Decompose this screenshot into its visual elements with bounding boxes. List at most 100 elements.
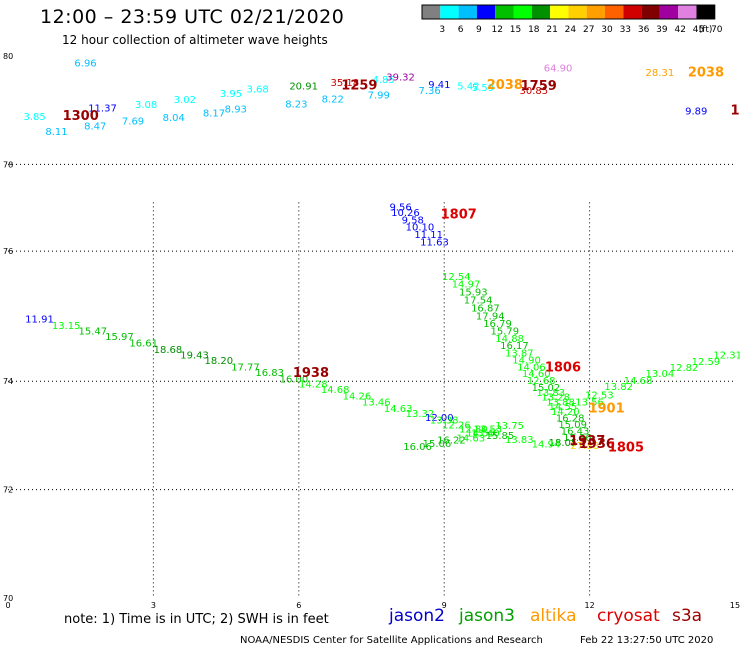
wave-height-point: 64.90: [544, 64, 573, 75]
wave-height-point: 6.96: [74, 58, 96, 69]
colorbar-tick-label: 18: [528, 25, 540, 35]
wave-height-point: 11.37: [88, 103, 117, 114]
wave-height-point: 13.38: [430, 415, 459, 426]
wave-height-point: 14.63: [457, 433, 486, 444]
wave-height-point: 15.02: [532, 383, 561, 394]
pass-time-label: 1901: [588, 402, 624, 417]
legend-jason3: jason3: [459, 606, 515, 626]
wave-height-point: 14.63: [384, 404, 413, 415]
wave-height-point: 14.28: [299, 380, 328, 391]
pass-time-label: 1: [730, 104, 739, 119]
wave-height-point: 8.04: [163, 113, 185, 124]
wave-height-point: 27.88: [570, 441, 599, 452]
wave-height-point: 28.31: [646, 68, 675, 79]
pass-time-label: 1806: [545, 360, 581, 375]
wave-height-point: 16.61: [129, 339, 158, 350]
wave-height-point: 7.99: [368, 90, 390, 101]
wave-height-point: 15.09: [558, 420, 587, 431]
legend-s3a: s3a: [672, 606, 702, 626]
colorbar-swatch: [623, 5, 642, 19]
colorbar-swatch: [422, 5, 441, 19]
wave-height-point: 16.22: [437, 436, 466, 447]
colorbar-swatch: [440, 5, 459, 19]
wave-height-point: 3.08: [135, 100, 157, 111]
wave-height-point: 15.79: [490, 327, 519, 338]
colorbar-swatch: [531, 5, 551, 19]
wave-height-point: 8.47: [84, 122, 106, 133]
colorbar-tick-label: 45: [693, 25, 704, 35]
pass-time-label: 1807: [441, 208, 477, 223]
colorbar-tick-label: 70: [711, 25, 723, 35]
x-tick-label: 9: [442, 601, 447, 610]
wave-height-point: 14.26: [343, 392, 372, 403]
pass-time-label: 1937: [569, 434, 605, 449]
wave-height-point: 13.82: [604, 382, 633, 393]
x-tick-label: 12: [585, 601, 595, 610]
colorbar-tick-label: 3: [439, 25, 445, 35]
wave-height-point: 15.97: [105, 332, 134, 343]
footer-note: note: 1) Time is in UTC; 2) SWH is in fe…: [64, 612, 329, 627]
wave-height-point: 14.94: [532, 439, 561, 450]
colorbar-unit-label: (ft): [699, 25, 713, 35]
wave-height-point: 14.90: [512, 355, 541, 366]
legend-cryosat-label: cryosat: [597, 606, 660, 626]
wave-height-point: 35.18: [331, 78, 360, 89]
colorbar-swatch: [659, 5, 679, 19]
wave-height-point: 3.68: [246, 84, 268, 95]
x-tick-label: 6: [296, 601, 301, 610]
wave-height-point: 7.69: [122, 116, 144, 127]
wave-height-point: 12.26: [442, 420, 471, 431]
wave-height-point: 11.63: [420, 238, 449, 249]
wave-height-point: 7.36: [419, 86, 441, 97]
wave-height-point: 13.46: [362, 398, 391, 409]
legend-s3a-label: s3a: [672, 606, 703, 626]
colorbar-swatch: [605, 5, 624, 19]
colorbar-frame: [421, 4, 716, 20]
colorbar-swatch: [513, 5, 532, 19]
pass-time-label: 1300: [63, 109, 99, 124]
wave-height-point: 18.68: [154, 345, 183, 356]
wave-height-point: 13.53: [473, 425, 502, 436]
wave-height-point: 8.23: [285, 99, 307, 110]
wave-height-point: 9.41: [428, 80, 450, 91]
colorbar-tick-label: 33: [620, 25, 631, 35]
pass-time-label: 1805: [608, 441, 644, 456]
wave-height-point: 30.85: [520, 86, 549, 97]
wave-height-point: 15.06: [423, 439, 452, 450]
wave-height-point: 14.55: [466, 428, 495, 439]
y-tick-label: 74: [3, 377, 13, 386]
wave-height-point: 16.06: [403, 442, 432, 453]
wave-height-chart: 80 78 76 74 72 700 3 6 9 12 15 6.96 3.85 11.37 8.11 8.4…: [3, 52, 740, 610]
pass-time-label: 2038: [688, 66, 724, 81]
pass-time-label: 1936: [579, 437, 615, 452]
wave-height-point: 14.55: [549, 402, 578, 413]
colorbar-tick-label: 6: [458, 25, 464, 35]
wave-height-point: 14.06: [517, 362, 546, 373]
colorbar-tick-label: 15: [510, 25, 521, 35]
legend-jason3-label: jason3: [459, 606, 515, 626]
wave-height-point: 15.47: [78, 327, 107, 338]
wave-height-point: 8.22: [322, 95, 344, 106]
color-scale-legend: 3 6 9 12 15 18 21 24 27 30 33 36 39 42 45 70(ft): [421, 4, 723, 35]
wave-height-point: 16.28: [556, 413, 585, 424]
x-tick-label: 3: [151, 601, 156, 610]
wave-height-point: 39.32: [386, 72, 415, 83]
y-tick-label: 72: [3, 486, 13, 495]
wave-height-point: 17.54: [464, 296, 493, 307]
y-tick-label: 78: [3, 160, 13, 169]
wave-height-point: 3.85: [24, 112, 46, 123]
pass-time-label: 1938: [293, 366, 329, 381]
colorbar-swatch: [696, 5, 715, 19]
wave-height-point: 10.10: [406, 223, 435, 234]
legend-cryosat: cryosat: [597, 606, 660, 626]
colorbar-tick-label: 30: [601, 25, 613, 35]
wave-height-point: 13.83: [537, 388, 566, 399]
wave-height-point: 13.28: [541, 393, 570, 404]
wave-height-point: 13.87: [505, 348, 534, 359]
pass-time-label: 1759: [521, 79, 557, 94]
wave-height-point: 17.94: [476, 311, 505, 322]
wave-height-point: 13.15: [52, 321, 81, 332]
colorbar-tick-label: 36: [638, 25, 650, 35]
wave-height-point: 12.54: [442, 272, 471, 283]
wave-height-point: 12.80: [459, 425, 488, 436]
